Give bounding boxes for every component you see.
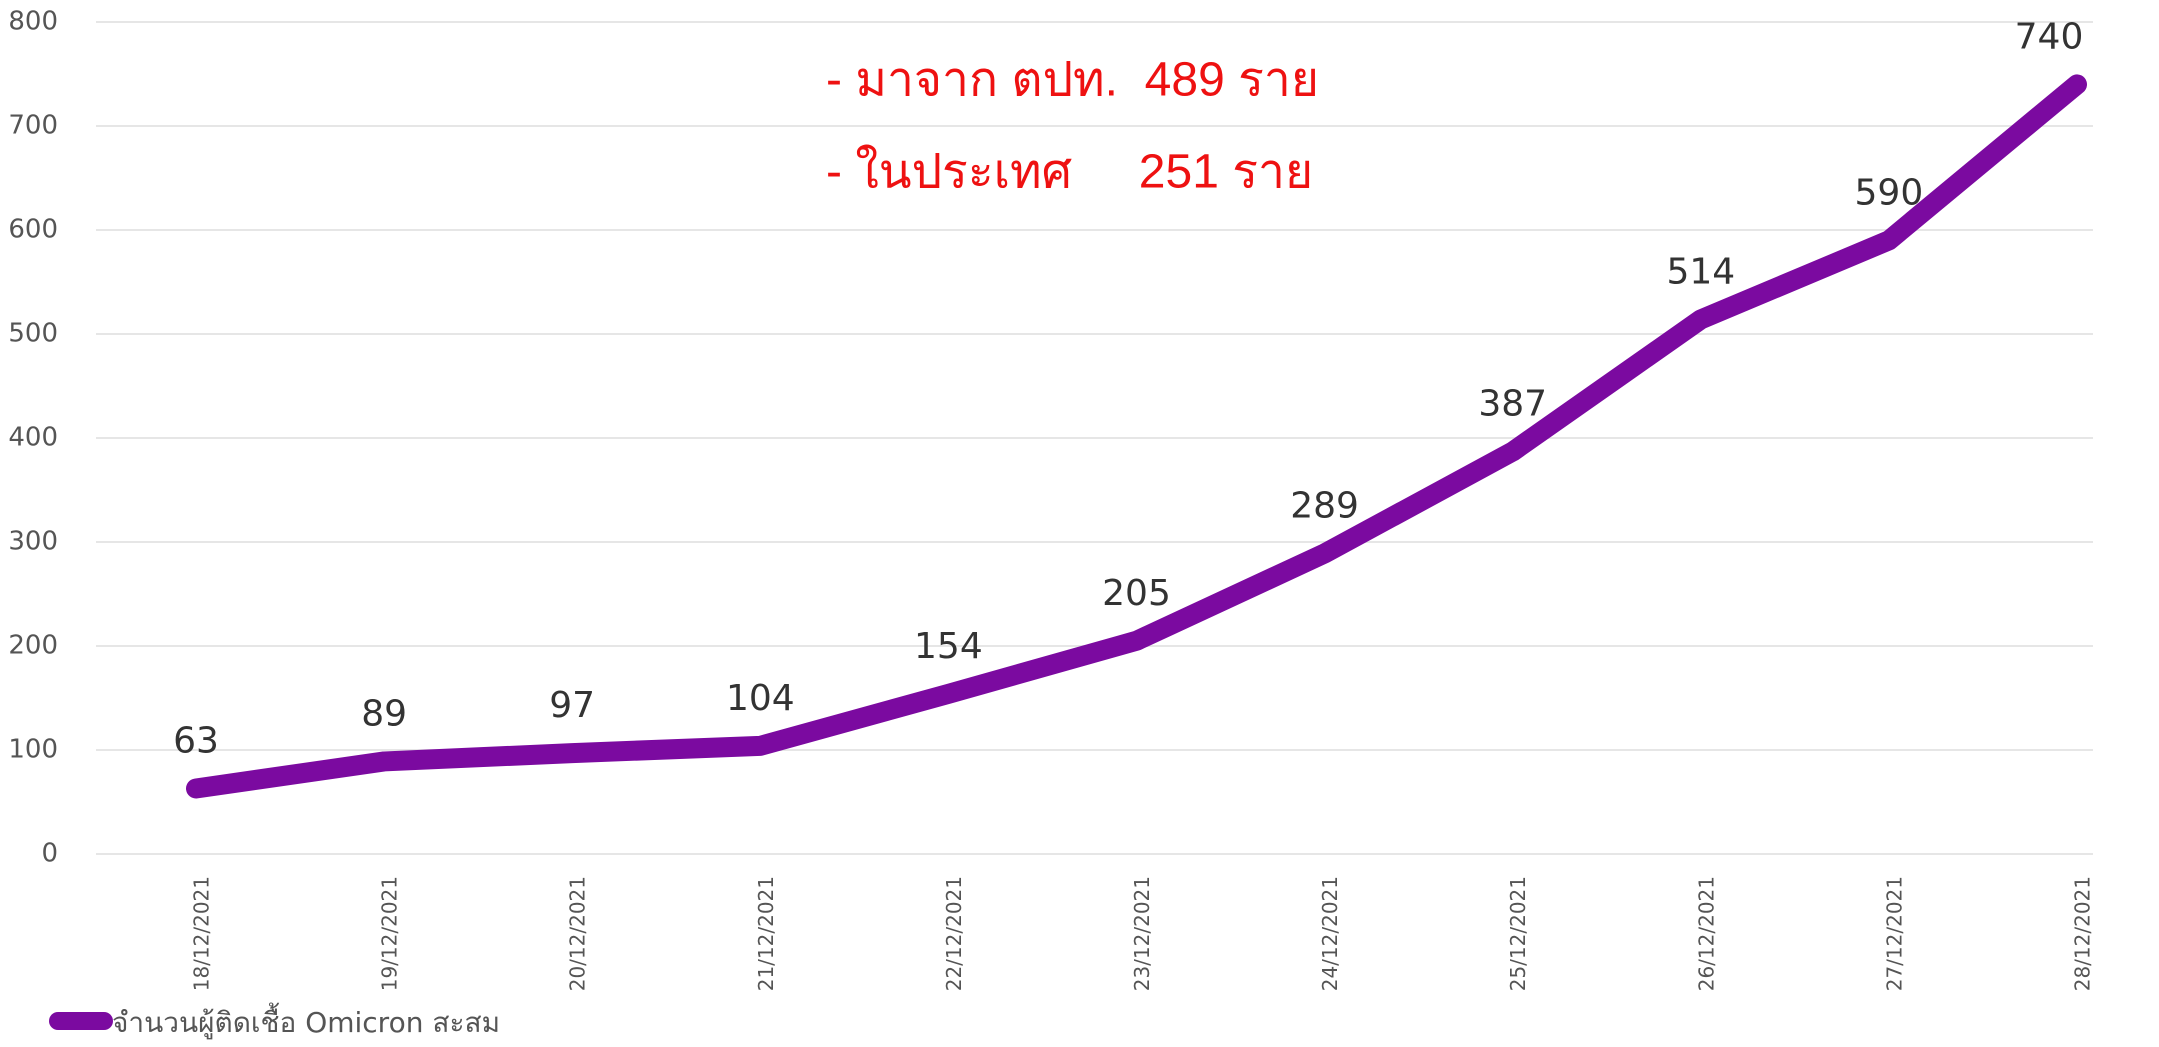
data-label: 154 [914, 626, 983, 667]
plot: 0 100 200 300 400 500 600 700 800 18/12/2021 19/12… [8, 7, 2094, 1041]
data-label: 89 [361, 693, 407, 734]
x-tick-label: 25/12/2021 [1506, 876, 1530, 991]
annotation: - ในประเทศ 251 ราย [826, 144, 1313, 199]
y-tick-label: 700 [8, 111, 58, 141]
y-tick-label: 600 [8, 215, 58, 245]
y-tick-label: 100 [8, 735, 58, 765]
x-tick-label: 19/12/2021 [378, 876, 402, 991]
y-tick-label: 400 [8, 423, 58, 453]
y-tick-label: 300 [8, 527, 58, 557]
data-label: 97 [549, 685, 595, 726]
annotation: - มาจาก ตปท. 489 ราย [826, 54, 1319, 107]
data-label: 590 [1855, 172, 1924, 213]
x-tick-label: 18/12/2021 [190, 876, 214, 991]
x-tick-label: 21/12/2021 [754, 876, 778, 991]
data-label: 740 [2015, 16, 2084, 57]
x-tick-label: 26/12/2021 [1694, 876, 1718, 991]
data-label: 289 [1290, 485, 1359, 526]
data-label: 63 [173, 720, 219, 761]
data-label: 514 [1666, 251, 1735, 292]
x-tick-label: 20/12/2021 [566, 876, 590, 991]
data-label: 104 [726, 678, 795, 719]
x-tick-label: 23/12/2021 [1130, 876, 1154, 991]
x-tick-label: 24/12/2021 [1318, 876, 1342, 991]
x-tick-label: 27/12/2021 [1882, 876, 1906, 991]
y-tick-label: 0 [41, 839, 58, 869]
data-label: 387 [1478, 384, 1547, 425]
y-tick-label: 500 [8, 319, 58, 349]
data-line [186, 74, 2087, 799]
y-tick-label: 800 [8, 7, 58, 37]
legend-label: จำนวนผู้ติดเชื้อ Omicron สะสม [112, 1002, 500, 1040]
x-tick-label: 22/12/2021 [942, 876, 966, 991]
x-tick-label: 28/12/2021 [2071, 876, 2095, 991]
y-tick-label: 200 [8, 631, 58, 661]
data-label: 205 [1102, 573, 1171, 614]
